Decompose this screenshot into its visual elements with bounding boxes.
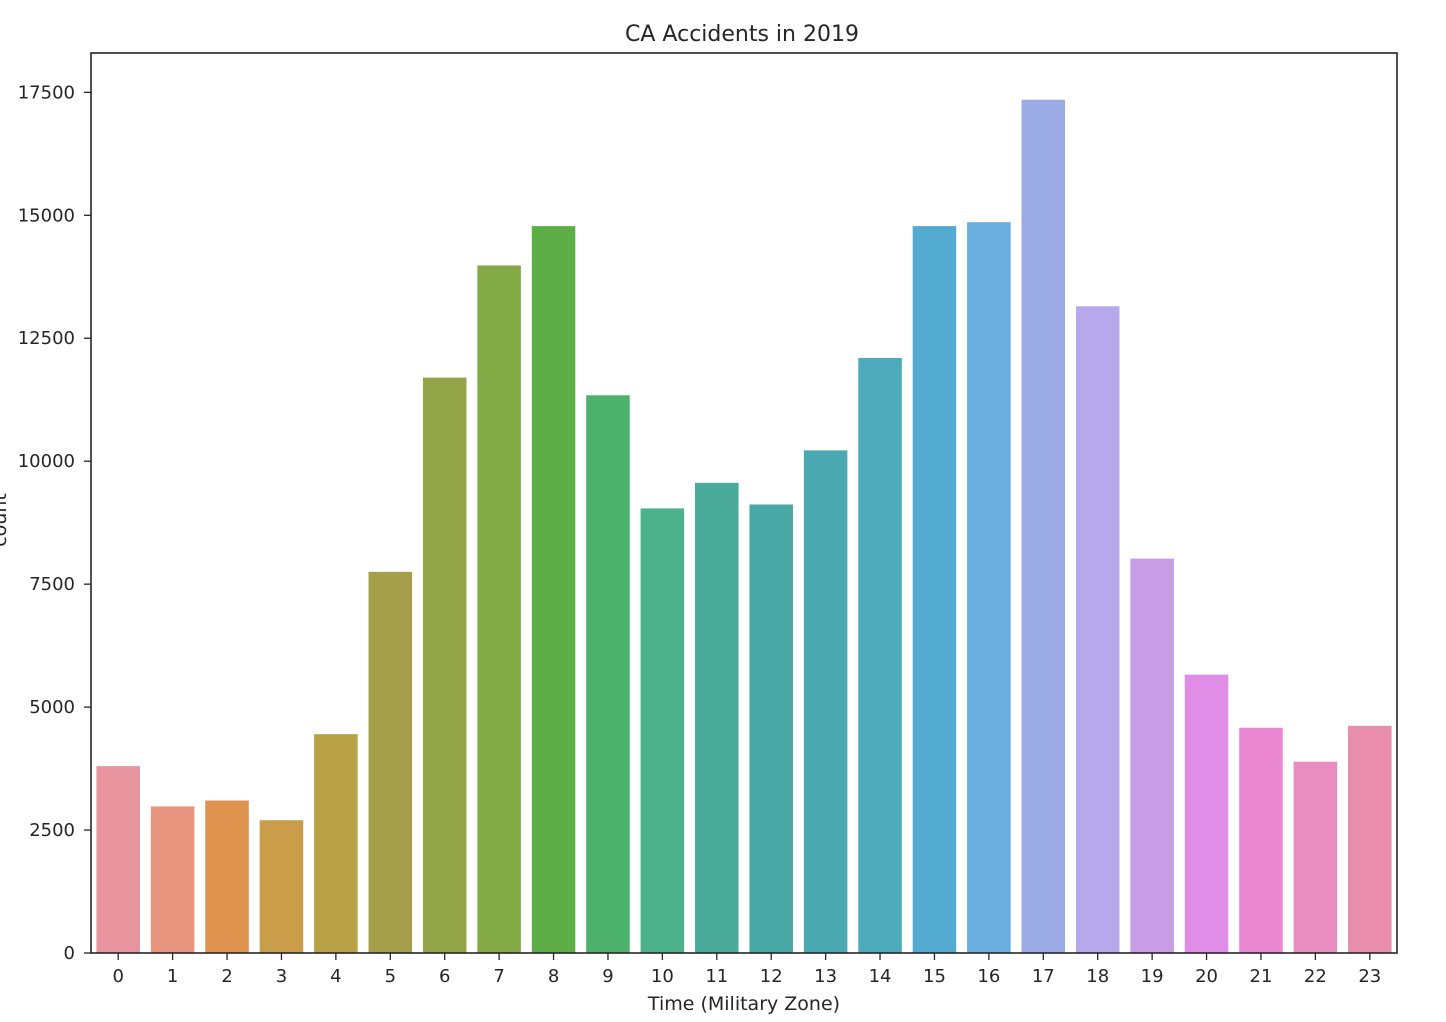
bar-13 [803, 450, 848, 953]
bar-12 [749, 504, 793, 953]
bar-14 [858, 357, 902, 953]
x-axis: 0 1 2 3 4 5 6 7 8 9 10 11 12 13 14 15 16 17 18 19 20 21 22 23 [112, 953, 1381, 987]
bar-2 [205, 800, 249, 953]
bar-18 [1075, 306, 1120, 953]
x-tick-label: 12 [760, 966, 783, 987]
x-tick-label: 10 [651, 966, 674, 987]
bar-6 [422, 377, 467, 953]
bar-9 [586, 395, 630, 954]
x-tick-label: 13 [814, 966, 837, 987]
x-tick-label: 5 [385, 966, 396, 987]
y-tick-label: 10000 [18, 451, 75, 472]
x-axis-label: Time (Military Zone) [647, 993, 840, 1015]
x-tick-label: 23 [1358, 966, 1381, 987]
plot-frame [90, 52, 1398, 954]
x-tick-label: 6 [439, 966, 450, 987]
bar-3 [259, 820, 304, 953]
x-tick-label: 14 [869, 966, 892, 987]
bar-11 [695, 482, 739, 953]
y-tick-label: 5000 [29, 697, 75, 718]
x-tick-label: 21 [1250, 966, 1273, 987]
x-tick-label: 0 [112, 966, 123, 987]
bar-16 [967, 222, 1011, 954]
bar-20 [1184, 674, 1229, 953]
y-tick-label: 0 [64, 943, 75, 964]
x-tick-label: 15 [923, 966, 946, 987]
y-tick-label: 2500 [29, 820, 75, 841]
y-tick-label: 12500 [18, 328, 75, 349]
bar-10 [640, 508, 685, 953]
x-tick-label: 11 [705, 966, 728, 987]
y-tick-label: 7500 [29, 574, 75, 595]
x-tick-label: 1 [167, 966, 178, 987]
bar-8 [531, 226, 576, 954]
bar-22 [1293, 761, 1338, 953]
bar-0 [96, 766, 140, 953]
y-tick-label: 17500 [18, 82, 75, 103]
bar-19 [1130, 558, 1174, 953]
x-tick-label: 7 [493, 966, 504, 987]
x-tick-label: 3 [276, 966, 287, 987]
y-tick-label: 15000 [18, 205, 75, 226]
bar-23 [1348, 725, 1392, 953]
bar-1 [150, 806, 195, 953]
chart-title: CA Accidents in 2019 [625, 22, 859, 47]
bars-group [96, 99, 1392, 954]
bar-15 [912, 226, 957, 954]
x-tick-label: 17 [1032, 966, 1055, 987]
x-tick-label: 18 [1086, 966, 1109, 987]
x-tick-label: 16 [977, 966, 1000, 987]
x-tick-label: 22 [1304, 966, 1327, 987]
bar-4 [314, 734, 358, 953]
bar-5 [368, 571, 413, 953]
bar-21 [1239, 727, 1283, 953]
y-axis: 0 2500 5000 7500 10000 12500 15000 17500 [18, 82, 91, 964]
x-tick-label: 2 [221, 966, 232, 987]
bar-7 [477, 265, 521, 954]
x-tick-label: 4 [330, 966, 341, 987]
x-tick-label: 9 [602, 966, 613, 987]
y-axis-label: count [0, 493, 11, 547]
bar-17 [1021, 99, 1066, 953]
x-tick-label: 20 [1195, 966, 1218, 987]
x-tick-label: 19 [1141, 966, 1164, 987]
x-tick-label: 8 [548, 966, 559, 987]
